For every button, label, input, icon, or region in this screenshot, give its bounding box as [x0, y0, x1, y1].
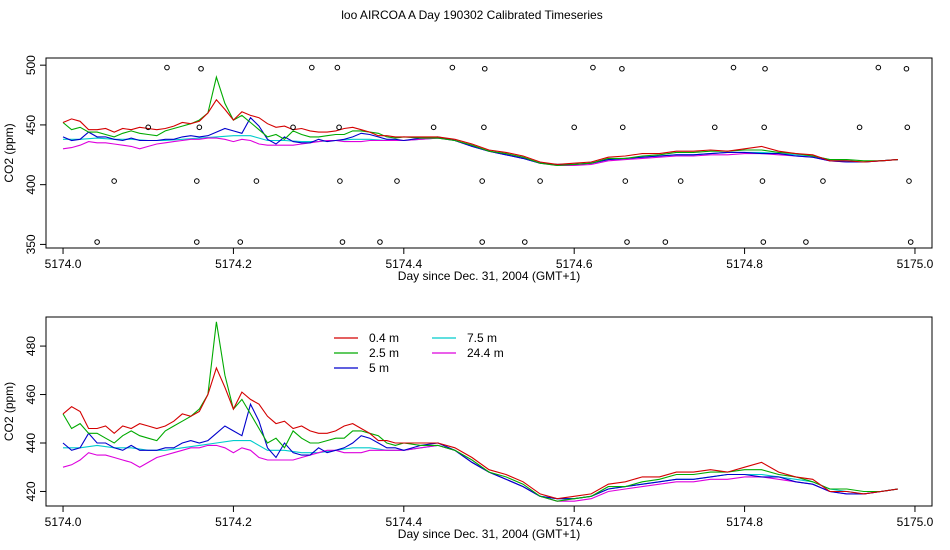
legend-label: 0.4 m [369, 331, 399, 345]
series-line-2-5-m [62, 75, 898, 167]
y-tick-label: 440 [24, 433, 38, 453]
calibration-point [334, 64, 341, 71]
series-line-2-5-m [62, 321, 898, 502]
calibration-point [906, 178, 912, 184]
legend: 0.4 m2.5 m5 m 7.5 m24.4 m [334, 331, 504, 375]
calibration-point [907, 239, 914, 245]
calibration-point [760, 239, 767, 245]
series-line-5-m [62, 402, 898, 500]
calibration-point [164, 64, 170, 71]
x-axis-title: Day since Dec. 31, 2004 (GMT+1) [398, 527, 580, 541]
calibration-point [479, 178, 485, 184]
calibration-point [677, 178, 684, 184]
calibration-point [803, 239, 809, 245]
x-tick-label: 5174.0 [45, 515, 82, 529]
calibration-point [619, 65, 625, 72]
x-tick-label: 5174.6 [556, 515, 593, 529]
series-line-7-5-m [63, 440, 898, 500]
series-line-24-4-m [62, 444, 898, 502]
calibration-point [619, 124, 626, 131]
y-axis-title: CO2 (ppm) [2, 123, 16, 182]
calibration-point [193, 178, 200, 184]
y-tick-label: 450 [24, 115, 38, 135]
calibration-point [521, 239, 528, 245]
x-tick-label: 5174.0 [45, 257, 82, 271]
x-axis-title: Day since Dec. 31, 2004 (GMT+1) [398, 269, 580, 283]
y-tick-label: 350 [24, 234, 38, 254]
calibration-point [875, 64, 882, 71]
calibration-point [253, 178, 260, 184]
x-tick-label: 5174.4 [385, 257, 422, 271]
top-panel: 5174.0 5174.2 5174.4 5174.6 5174.8 5175.0 350 4… [2, 55, 934, 283]
bottom-panel: 5174.0 5174.2 5174.4 5174.6 5174.8 5175.0 420 4… [2, 316, 934, 541]
legend-label: 24.4 m [467, 346, 504, 360]
x-tick-label: 5174.8 [726, 257, 763, 271]
calibration-point [449, 64, 456, 71]
calibration-point [481, 65, 488, 72]
data-layer [62, 321, 898, 502]
calibration-point [309, 64, 315, 71]
series-line-0-4-m [62, 366, 898, 500]
x-tick-label: 5174.4 [385, 515, 422, 529]
calibration-point [430, 124, 437, 131]
series-line-24-4-m [62, 137, 898, 167]
calibration-point [198, 65, 204, 72]
calibration-point [237, 239, 244, 245]
calibration-point [624, 239, 630, 245]
calibration-point [94, 239, 100, 245]
calibration-point [711, 124, 718, 131]
x-tick-label: 5174.8 [726, 515, 763, 529]
plot-frame [45, 316, 933, 507]
calibration-point [481, 124, 487, 131]
calibration-point [111, 178, 117, 184]
figure-title: loo AIRCOA A Day 190302 Calibrated Times… [341, 8, 602, 22]
calibration-point [759, 178, 766, 184]
x-tick-label: 5175.0 [897, 257, 934, 271]
calibration-point [761, 124, 767, 131]
y-axis-title: CO2 (ppm) [2, 382, 16, 441]
series-line-5-m [62, 116, 898, 165]
calibration-point [856, 124, 863, 131]
calibration-point [337, 178, 343, 184]
x-tick-label: 5174.6 [556, 257, 593, 271]
calibration-point [622, 178, 629, 184]
calibration-point [820, 178, 826, 184]
calibration-point [571, 124, 577, 131]
legend-label: 5 m [369, 361, 389, 375]
plot-frame [45, 57, 933, 249]
calibration-point [537, 178, 543, 184]
legend-label: 7.5 m [467, 331, 497, 345]
calibration-point [290, 124, 296, 131]
calibration-point [590, 64, 596, 71]
calibration-point [903, 65, 910, 72]
y-tick-label: 500 [24, 55, 38, 75]
calibration-point [377, 239, 383, 245]
calibration-point [339, 239, 346, 245]
calibration-point [193, 239, 200, 245]
y-tick-label: 420 [24, 481, 38, 501]
x-tick-label: 5175.0 [897, 515, 934, 529]
calibration-point [196, 124, 203, 131]
y-tick-label: 460 [24, 384, 38, 404]
legend-label: 2.5 m [369, 346, 399, 360]
calibration-point [762, 65, 768, 72]
x-tick-label: 5174.2 [215, 515, 252, 529]
calibration-point [394, 178, 400, 184]
calibration-point [904, 124, 911, 131]
x-tick-label: 5174.2 [215, 257, 252, 271]
calibration-point [336, 124, 342, 131]
data-layer [62, 64, 914, 245]
y-tick-label: 480 [24, 336, 38, 356]
y-tick-label: 400 [24, 174, 38, 194]
series-line-0-4-m [62, 98, 898, 165]
calibration-point [145, 124, 152, 131]
calibration-point [730, 64, 737, 71]
calibration-point [662, 239, 669, 245]
calibration-point [479, 239, 485, 245]
